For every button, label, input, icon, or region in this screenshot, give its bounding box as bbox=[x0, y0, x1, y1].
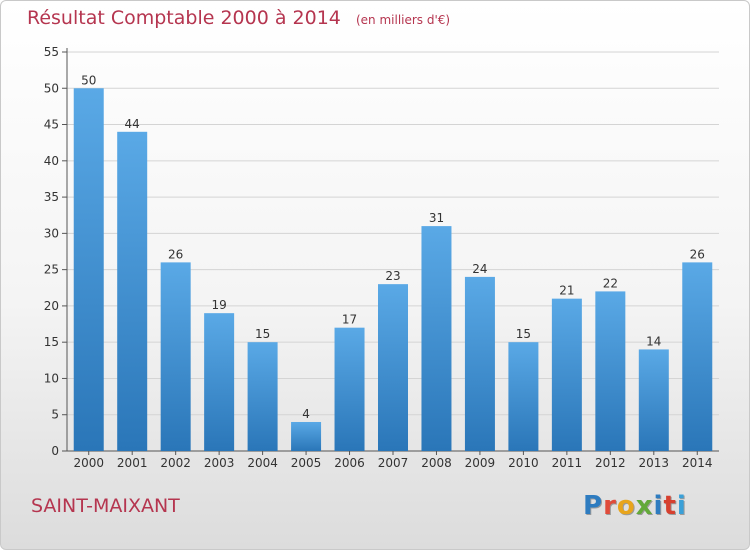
bar-2000 bbox=[73, 88, 104, 451]
x-tick-label-2007: 2007 bbox=[378, 456, 409, 470]
bar-2012 bbox=[595, 291, 626, 451]
data-label-2013: 14 bbox=[646, 334, 661, 348]
y-tick-label: 55 bbox=[44, 45, 59, 59]
bar-2011 bbox=[551, 298, 582, 451]
y-tick-label: 20 bbox=[44, 299, 59, 313]
x-tick-label-2010: 2010 bbox=[508, 456, 539, 470]
y-tick-label: 45 bbox=[44, 118, 59, 132]
bar-2009 bbox=[464, 276, 495, 451]
data-label-2004: 15 bbox=[255, 327, 270, 341]
data-label-2007: 23 bbox=[385, 269, 400, 283]
logo-letter: t bbox=[663, 491, 677, 521]
data-label-2003: 19 bbox=[211, 298, 226, 312]
proxiti-logo[interactable]: Proxiti bbox=[583, 491, 687, 521]
data-label-2010: 15 bbox=[516, 327, 531, 341]
bar-2001 bbox=[117, 131, 148, 452]
y-tick-label: 25 bbox=[44, 263, 59, 277]
logo-letter: x bbox=[635, 491, 654, 521]
bar-2003 bbox=[204, 313, 235, 451]
labels: 50 44 26 19 15 4 17 23 31 24 15 21 22 14 26 bbox=[81, 73, 705, 421]
title-main: Résultat Comptable 2000 à 2014 bbox=[27, 7, 341, 29]
bar-2007 bbox=[378, 284, 408, 451]
x-tick-label-2008: 2008 bbox=[421, 456, 452, 470]
x-tick-label-2004: 2004 bbox=[247, 456, 278, 470]
y-tick-label: 15 bbox=[44, 335, 59, 349]
bar-2014 bbox=[682, 262, 713, 451]
x-tick-label-2005: 2005 bbox=[291, 456, 322, 470]
data-label-2014: 26 bbox=[690, 247, 705, 261]
y-tick-label: 30 bbox=[44, 226, 59, 240]
x-tick-label-2003: 2003 bbox=[204, 456, 235, 470]
y-tick-label: 10 bbox=[44, 371, 59, 385]
y-tick-label: 5 bbox=[51, 408, 59, 422]
bar-2013 bbox=[638, 349, 669, 451]
bar-2006 bbox=[334, 327, 365, 451]
x-tick-label-2014: 2014 bbox=[682, 456, 713, 470]
data-label-2009: 24 bbox=[472, 262, 487, 276]
bar-2005 bbox=[291, 421, 322, 451]
x-tick-label-2000: 2000 bbox=[73, 456, 104, 470]
logo-letter: r bbox=[603, 491, 617, 521]
y-tick-label: 50 bbox=[44, 81, 59, 95]
x-tick-label-2002: 2002 bbox=[160, 456, 191, 470]
x-tick-label-2006: 2006 bbox=[334, 456, 365, 470]
data-label-2000: 50 bbox=[81, 73, 96, 87]
data-label-2002: 26 bbox=[168, 247, 183, 261]
bar-2008 bbox=[421, 226, 452, 451]
logo-letter: i bbox=[676, 491, 687, 521]
logo-letter: P bbox=[583, 491, 604, 521]
y-tick-label: 0 bbox=[51, 444, 59, 458]
y-tick-label: 40 bbox=[44, 154, 59, 168]
data-label-2006: 17 bbox=[342, 313, 357, 327]
y-tick-label: 35 bbox=[44, 190, 59, 204]
data-label-2005: 4 bbox=[302, 407, 310, 421]
logo-letter: i bbox=[653, 491, 664, 521]
bar-2004 bbox=[247, 342, 278, 451]
x-tick-label-2009: 2009 bbox=[465, 456, 496, 470]
title-unit: (en milliers d'€) bbox=[355, 13, 451, 27]
data-label-2008: 31 bbox=[429, 211, 444, 225]
x-tick-label-2001: 2001 bbox=[117, 456, 148, 470]
data-label-2011: 21 bbox=[559, 284, 574, 298]
bars bbox=[73, 88, 713, 452]
x-tick-label-2011: 2011 bbox=[552, 456, 583, 470]
x-tick-label-2012: 2012 bbox=[595, 456, 626, 470]
x-tick-label-2013: 2013 bbox=[639, 456, 670, 470]
bar-2010 bbox=[508, 342, 539, 451]
city-name: SAINT-MAIXANT bbox=[31, 495, 180, 517]
bar-2002 bbox=[160, 262, 191, 451]
logo-letter: o bbox=[616, 491, 636, 521]
chart-title: Résultat Comptable 2000 à 2014 (en milli… bbox=[27, 7, 450, 29]
data-label-2012: 22 bbox=[603, 276, 618, 290]
data-label-2001: 44 bbox=[125, 117, 140, 131]
axes: 0 5 10 15 20 25 30 35 40 45 50 55 2000 2001 2002 2003 20… bbox=[44, 45, 719, 470]
